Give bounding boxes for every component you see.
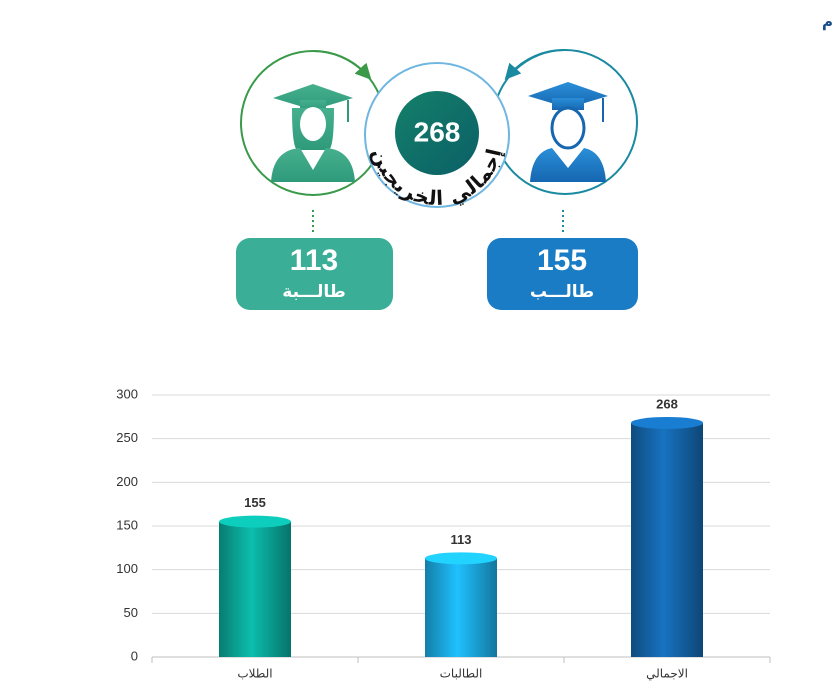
- x-tick-label: الطلاب: [237, 667, 272, 681]
- x-tick-label: الطالبات: [440, 667, 483, 681]
- y-tick-label: 50: [124, 605, 138, 620]
- y-tick-label: 200: [116, 474, 138, 489]
- bar: [219, 521, 291, 657]
- y-tick-label: 250: [116, 430, 138, 445]
- chart: 0 50 100 150 200 250 300 الطلاب 155 الطالبات 113 ال…: [116, 386, 771, 681]
- male-box: [487, 238, 638, 310]
- y-tick-label: 0: [131, 648, 138, 663]
- bar: [425, 558, 497, 657]
- male-icon: [528, 82, 608, 182]
- value-label: 155: [244, 495, 266, 510]
- y-tick-label: 150: [116, 517, 138, 532]
- bar-top: [425, 552, 497, 565]
- y-tick-label: 300: [116, 386, 138, 401]
- female-value: 113: [290, 244, 338, 277]
- female-label: طالـــبة: [282, 282, 345, 302]
- value-label: 268: [656, 396, 678, 411]
- y-tick-label: 100: [116, 561, 138, 576]
- bar-top: [219, 515, 291, 528]
- female-box: [236, 238, 393, 310]
- bar: [631, 422, 703, 657]
- male-value: 155: [537, 244, 587, 277]
- value-label: 113: [451, 532, 472, 547]
- bar-top: [631, 416, 703, 429]
- arrow: [312, 49, 372, 80]
- total-badge: [395, 91, 479, 175]
- total-value: 268: [414, 116, 461, 147]
- male-label: طالـــب: [530, 282, 594, 302]
- female-icon: [271, 84, 355, 182]
- x-tick-label: الاجمالي: [646, 667, 688, 681]
- title: أعداد الطلاب والطالبات الخريجين في الكلي…: [822, 12, 832, 31]
- arrow: [504, 48, 566, 80]
